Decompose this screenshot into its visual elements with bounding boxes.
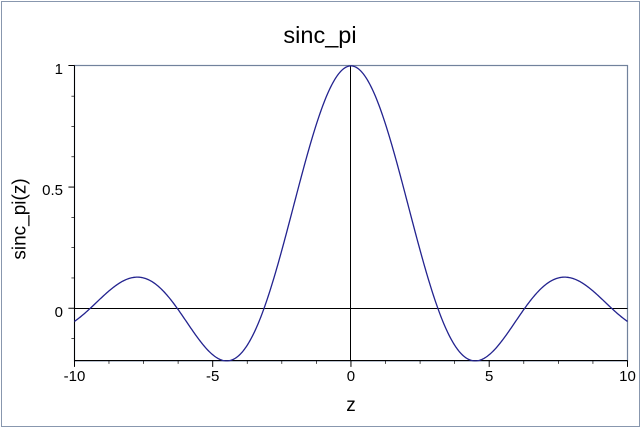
svg-text:0: 0: [347, 368, 355, 385]
svg-text:sinc_pi(z): sinc_pi(z): [10, 178, 31, 259]
svg-text:-10: -10: [64, 368, 86, 385]
svg-text:z: z: [346, 395, 356, 416]
svg-text:0.5: 0.5: [42, 182, 63, 199]
svg-text:5: 5: [485, 368, 493, 385]
svg-text:1: 1: [55, 61, 63, 78]
svg-text:sinc_pi: sinc_pi: [283, 22, 356, 48]
svg-text:0: 0: [55, 304, 63, 321]
svg-text:-5: -5: [206, 368, 219, 385]
svg-text:10: 10: [619, 368, 636, 385]
